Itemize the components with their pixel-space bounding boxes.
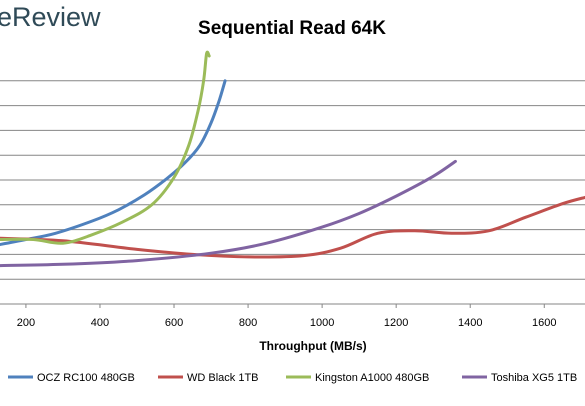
legend-label-1: OCZ RC100 480GB <box>37 372 135 384</box>
x-tick-label-1600: 1600 <box>532 317 556 329</box>
x-tick-label-1000: 1000 <box>310 317 334 329</box>
series-line-1 <box>0 79 227 246</box>
series-lines <box>0 50 585 268</box>
x-tick-label-1200: 1200 <box>384 317 408 329</box>
legend-label-4: Toshiba XG5 1TB <box>491 372 577 384</box>
legend: OCZ RC100 480GB WD Black 1TB Kingston A100… <box>8 372 577 384</box>
gridlines <box>0 80 585 280</box>
x-tick-label-1400: 1400 <box>458 317 482 329</box>
x-tick-label-400: 400 <box>91 317 109 329</box>
x-tick-label-600: 600 <box>165 317 183 329</box>
x-tick-label-200: 200 <box>17 317 35 329</box>
legend-label-2: WD Black 1TB <box>187 372 259 384</box>
brand-logo-text: eReview <box>0 2 101 32</box>
x-tick-labels: 200 400 600 800 1000 1200 1400 1600 <box>17 304 557 329</box>
x-tick-label-800: 800 <box>239 317 257 329</box>
series-line-2 <box>0 195 585 259</box>
legend-label-3: Kingston A1000 480GB <box>315 372 429 384</box>
x-axis-label: Throughput (MB/s) <box>259 339 366 353</box>
series-line-3 <box>0 50 211 245</box>
series-line-4 <box>0 159 457 268</box>
chart-title: Sequential Read 64K <box>198 18 386 39</box>
